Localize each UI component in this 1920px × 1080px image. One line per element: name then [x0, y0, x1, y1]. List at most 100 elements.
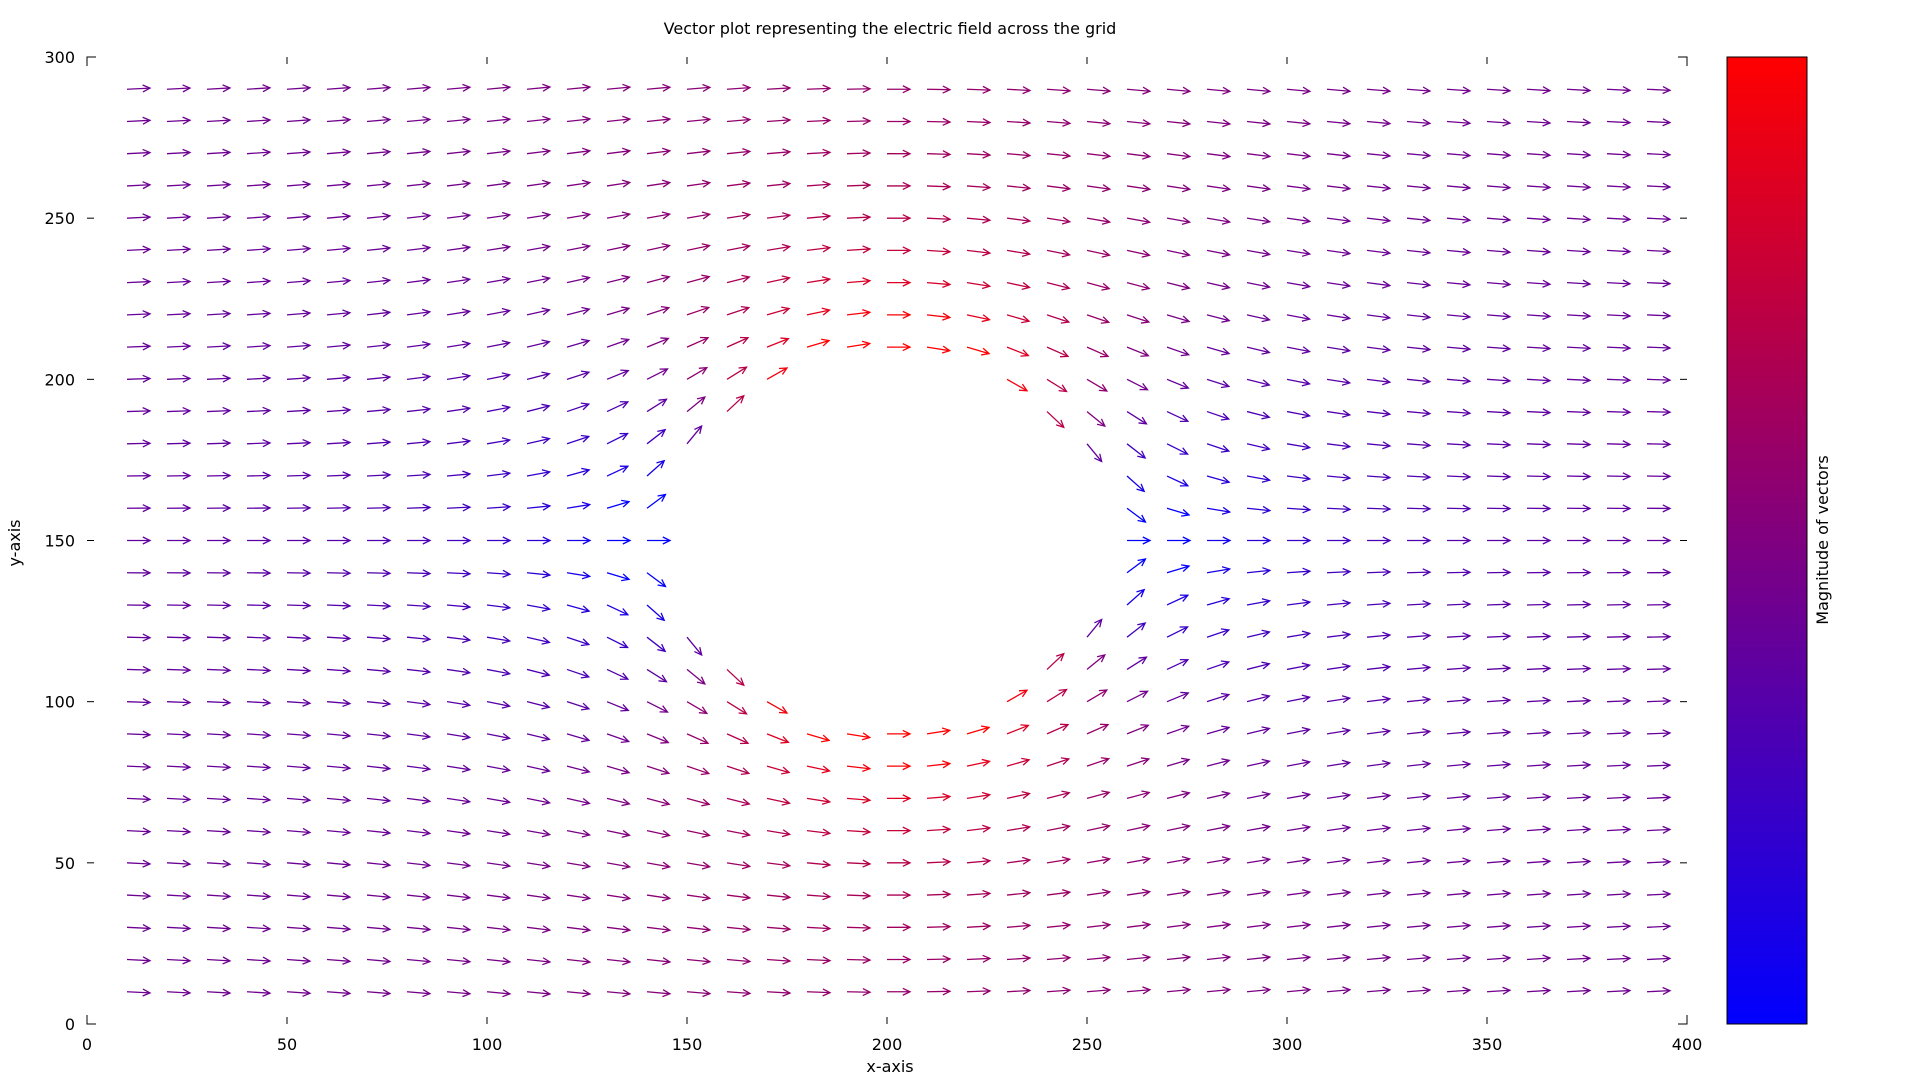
- vector-head: [382, 212, 392, 221]
- vector-shaft: [366, 506, 391, 509]
- vector-head: [580, 370, 591, 379]
- vector-shaft: [526, 636, 550, 644]
- vector-shaft: [806, 797, 830, 803]
- vector-head: [902, 85, 912, 94]
- vector-shaft: [1246, 923, 1270, 928]
- vector-arrow: [726, 924, 752, 933]
- vector-arrow: [766, 956, 792, 965]
- vector-head: [1662, 504, 1672, 513]
- vector-head: [902, 181, 912, 190]
- vector-shaft: [366, 150, 390, 155]
- vector-head: [1582, 632, 1592, 641]
- vector-shaft: [1166, 565, 1190, 574]
- vector-arrow: [1326, 921, 1352, 930]
- vector-head: [502, 925, 512, 934]
- vector-shaft: [1126, 589, 1145, 606]
- vector-head: [1100, 349, 1110, 358]
- vector-head: [1662, 375, 1672, 384]
- vector-head: [781, 275, 791, 284]
- vector-arrow: [646, 989, 672, 998]
- vector-head: [1179, 414, 1190, 423]
- vector-head: [1422, 151, 1432, 160]
- vector-arrow: [406, 667, 432, 676]
- vector-arrow: [1366, 921, 1392, 930]
- vector-head: [1101, 790, 1111, 799]
- vector-shaft: [566, 797, 590, 805]
- vector-arrow: [1646, 697, 1672, 706]
- vector-shaft: [1006, 346, 1029, 357]
- vector-shaft: [1126, 475, 1145, 492]
- vector-shaft: [1006, 217, 1030, 222]
- vector-shaft: [766, 829, 790, 835]
- vector-shaft: [246, 409, 271, 413]
- vector-head: [462, 437, 472, 446]
- vector-shaft: [286, 442, 311, 445]
- vector-arrow: [726, 84, 752, 93]
- vector-head: [422, 470, 432, 479]
- vector-arrow: [1606, 986, 1632, 995]
- vector-shaft: [566, 604, 590, 612]
- vector-shaft: [1366, 956, 1390, 961]
- vector-arrow: [926, 890, 952, 899]
- vector-head: [302, 633, 312, 643]
- vector-head: [1542, 728, 1552, 737]
- vector-arrow: [1086, 618, 1103, 638]
- vector-shaft: [766, 182, 790, 187]
- vector-head: [422, 180, 432, 189]
- vector-head: [1622, 696, 1632, 706]
- vector-head: [1542, 922, 1552, 931]
- vector-shaft: [246, 701, 270, 704]
- vector-arrow: [1086, 282, 1111, 291]
- vector-shaft: [1446, 281, 1470, 286]
- vector-head: [1140, 349, 1150, 357]
- vector-shaft: [486, 86, 510, 90]
- vector-arrow: [726, 988, 752, 997]
- vector-arrow: [566, 211, 592, 220]
- vector-head: [657, 579, 667, 588]
- vector-head: [302, 471, 312, 480]
- vector-head: [1422, 663, 1432, 673]
- vector-arrow: [1126, 249, 1151, 258]
- vector-shaft: [326, 344, 350, 348]
- vector-arrow: [966, 791, 992, 800]
- vector-arrow: [486, 602, 512, 612]
- vector-shaft: [1606, 989, 1631, 993]
- vector-head: [262, 342, 272, 351]
- y-axis-label: y-axis: [5, 519, 24, 566]
- vector-arrow: [1406, 954, 1432, 963]
- vector-head: [902, 858, 912, 867]
- vector-arrow: [1286, 248, 1312, 257]
- vector-shaft: [1166, 956, 1190, 961]
- vector-shaft: [1406, 475, 1431, 478]
- vector-head: [622, 147, 632, 156]
- vector-arrow: [566, 115, 592, 124]
- vector-arrow: [846, 309, 872, 318]
- vector-head: [461, 372, 472, 381]
- vector-shaft: [606, 926, 630, 931]
- vector-head: [1462, 472, 1472, 481]
- vector-arrow: [1286, 474, 1312, 483]
- vector-head: [1342, 631, 1352, 640]
- vector-arrow: [1206, 790, 1231, 800]
- vector-arrow: [1246, 598, 1272, 607]
- vector-shaft: [1406, 314, 1430, 319]
- vector-head: [182, 698, 192, 707]
- vector-shaft: [1446, 120, 1470, 124]
- vector-head: [1179, 479, 1190, 487]
- vector-arrow: [1086, 823, 1111, 832]
- vector-shaft: [246, 151, 270, 155]
- vector-arrow: [1046, 889, 1072, 898]
- vector-head: [619, 640, 629, 649]
- vector-head: [1622, 86, 1632, 95]
- vector-head: [619, 672, 630, 680]
- vector-arrow: [1286, 921, 1312, 930]
- vector-head: [1622, 247, 1632, 256]
- vector-head: [582, 925, 592, 934]
- vector-arrow: [486, 765, 512, 774]
- vector-head: [342, 860, 352, 869]
- vector-arrow: [766, 988, 792, 997]
- vector-head: [862, 309, 872, 318]
- vector-shaft: [1206, 759, 1230, 767]
- vector-arrow: [1406, 663, 1432, 673]
- vector-head: [780, 736, 790, 744]
